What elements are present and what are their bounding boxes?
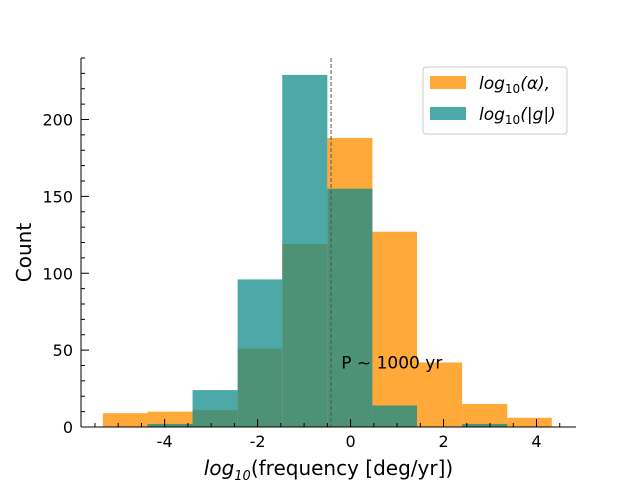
bars-layer [102,74,552,428]
bar-g-1 [192,390,238,427]
bar-alpha-6 [372,231,418,427]
xlabel-sub: 10 [234,469,251,480]
legend: log10(α), log10(|g|) [422,66,568,135]
bar-g-5 [372,405,418,427]
bar-g-0 [147,423,193,427]
legend-swatch-1 [430,107,466,120]
legend-swatch-0 [430,76,466,89]
bar-alpha-0 [102,413,148,427]
axes-layer: 0 50 100 150 200 -4 -2 0 2 4 [42,57,576,451]
y-tick-label: 200 [42,111,73,130]
y-tick-label: 50 [53,341,73,360]
period-annotation: P ~ 1000 yr [341,354,442,374]
y-tick-label: 0 [63,418,73,437]
legend-label-1: log10(|g|) [479,105,556,127]
bar-alpha-8 [462,403,508,427]
x-tick-label: 2 [438,432,448,451]
x-tick-label: -2 [250,432,266,451]
x-axis-title: log10(frequency [deg/yr]) [204,456,453,480]
y-tick-label: 150 [42,187,73,206]
x-tick-label: 4 [531,432,541,451]
xlabel-fn: log [204,456,235,480]
x-tick-label: 0 [345,432,355,451]
bar-g-3 [282,74,328,427]
bar-alpha-9 [507,417,552,427]
bar-g-2 [237,279,283,427]
y-axis-title: Count [12,223,36,283]
y-tick-label: 100 [42,264,73,283]
bar-g-6 [462,423,508,427]
bar-alpha-1 [147,411,193,428]
legend-label-0: log10(α), [479,74,550,96]
bar-g-4 [327,188,373,427]
series-g [147,74,508,427]
bar-alpha-7 [417,362,463,427]
xlabel-rest: (frequency [deg/yr]) [251,456,453,480]
x-tick-label: -4 [157,432,173,451]
